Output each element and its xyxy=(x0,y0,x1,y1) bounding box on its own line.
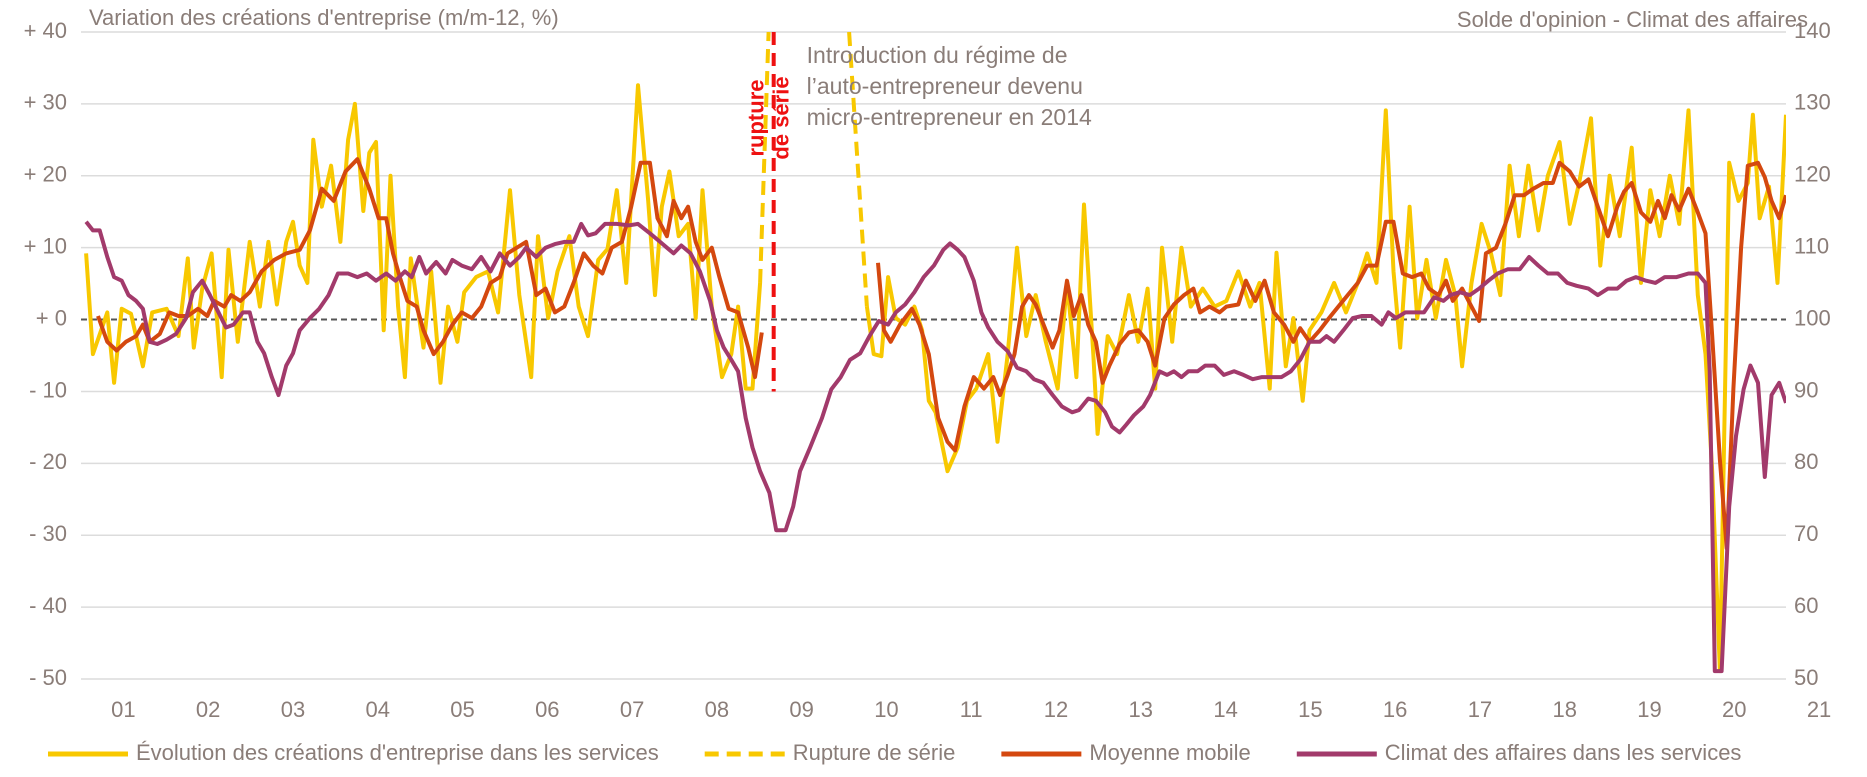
x-tick-label: 07 xyxy=(620,697,644,722)
y2-axis-title: Solde d'opinion - Climat des affaires xyxy=(1457,7,1808,32)
legend-label: Évolution des créations d'entreprise dan… xyxy=(136,740,659,765)
y-tick-label: + 0 xyxy=(36,305,67,330)
y-tick-label: - 40 xyxy=(29,593,67,618)
x-tick-label: 01 xyxy=(111,697,135,722)
y-tick-label: + 10 xyxy=(24,233,67,258)
y2-tick-label: 140 xyxy=(1794,18,1831,43)
y-tick-label: - 50 xyxy=(29,665,67,690)
x-tick-label: 15 xyxy=(1298,697,1322,722)
x-tick-label: 17 xyxy=(1468,697,1492,722)
y-tick-label: - 10 xyxy=(29,377,67,402)
x-tick-label: 10 xyxy=(874,697,898,722)
break-label: de série xyxy=(768,76,793,159)
x-tick-label: 19 xyxy=(1637,697,1661,722)
x-tick-label: 08 xyxy=(705,697,729,722)
break-label: rupture xyxy=(743,80,768,157)
y2-tick-label: 60 xyxy=(1794,593,1818,618)
y2-tick-label: 100 xyxy=(1794,305,1831,330)
legend-label: Rupture de série xyxy=(793,740,956,765)
annotation: l’auto-entrepreneur devenu xyxy=(807,73,1083,99)
x-tick-label: 21 xyxy=(1807,697,1831,722)
labels: + 40 + 30 + 20 + 10 + 0 - 10 - 20 - 30 - 40 - 50 1… xyxy=(24,18,1832,722)
annotation: Introduction du régime de xyxy=(807,42,1068,68)
x-tick-label: 18 xyxy=(1552,697,1576,722)
x-tick-label: 13 xyxy=(1129,697,1153,722)
series-line xyxy=(96,157,1786,551)
x-tick-label: 14 xyxy=(1213,697,1237,722)
x-tick-label: 09 xyxy=(789,697,813,722)
y2-tick-label: 130 xyxy=(1794,90,1831,115)
x-tick-label: 20 xyxy=(1722,697,1746,722)
legend-label: Climat des affaires dans les services xyxy=(1385,740,1742,765)
x-tick-label: 12 xyxy=(1044,697,1068,722)
y-tick-label: - 30 xyxy=(29,521,67,546)
series-line xyxy=(84,83,1786,674)
x-tick-label: 16 xyxy=(1383,697,1407,722)
series-line xyxy=(758,32,869,307)
x-tick-label: 04 xyxy=(366,697,390,722)
x-tick-label: 03 xyxy=(281,697,305,722)
y2-tick-label: 110 xyxy=(1794,233,1829,258)
y-tick-label: + 40 xyxy=(24,18,67,43)
y-tick-label: + 20 xyxy=(24,162,67,187)
chart-title: Variation des créations d'entreprise (m/… xyxy=(89,5,559,30)
annotation: micro-entrepreneur en 2014 xyxy=(807,104,1092,130)
y2-tick-label: 90 xyxy=(1794,377,1818,402)
y2-tick-label: 120 xyxy=(1794,162,1831,187)
x-tick-label: 05 xyxy=(450,697,474,722)
y2-tick-label: 80 xyxy=(1794,449,1818,474)
y-tick-label: + 30 xyxy=(24,90,67,115)
y2-tick-label: 50 xyxy=(1794,665,1818,690)
plot-area xyxy=(84,32,1786,674)
series-line xyxy=(84,220,1786,674)
x-tick-label: 06 xyxy=(535,697,559,722)
legend-label: Moyenne mobile xyxy=(1089,740,1250,765)
x-tick-label: 02 xyxy=(196,697,220,722)
y2-tick-label: 70 xyxy=(1794,521,1818,546)
x-tick-label: 11 xyxy=(960,697,983,722)
y-tick-label: - 20 xyxy=(29,449,67,474)
